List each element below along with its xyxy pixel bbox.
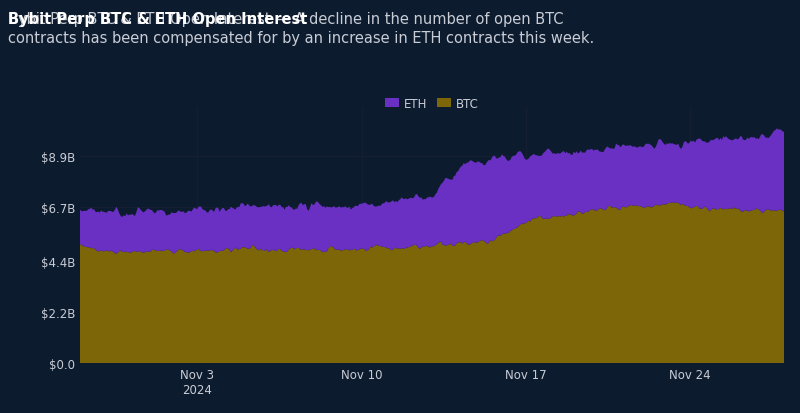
Legend: ETH, BTC: ETH, BTC xyxy=(381,93,483,115)
Text: Bybit Perp BTC & ETH Open Interest: Bybit Perp BTC & ETH Open Interest xyxy=(8,12,307,27)
Text: Bybit Perp BTC & ETH Open Interest — A decline in the number of open BTC
contrac: Bybit Perp BTC & ETH Open Interest — A d… xyxy=(8,12,594,46)
